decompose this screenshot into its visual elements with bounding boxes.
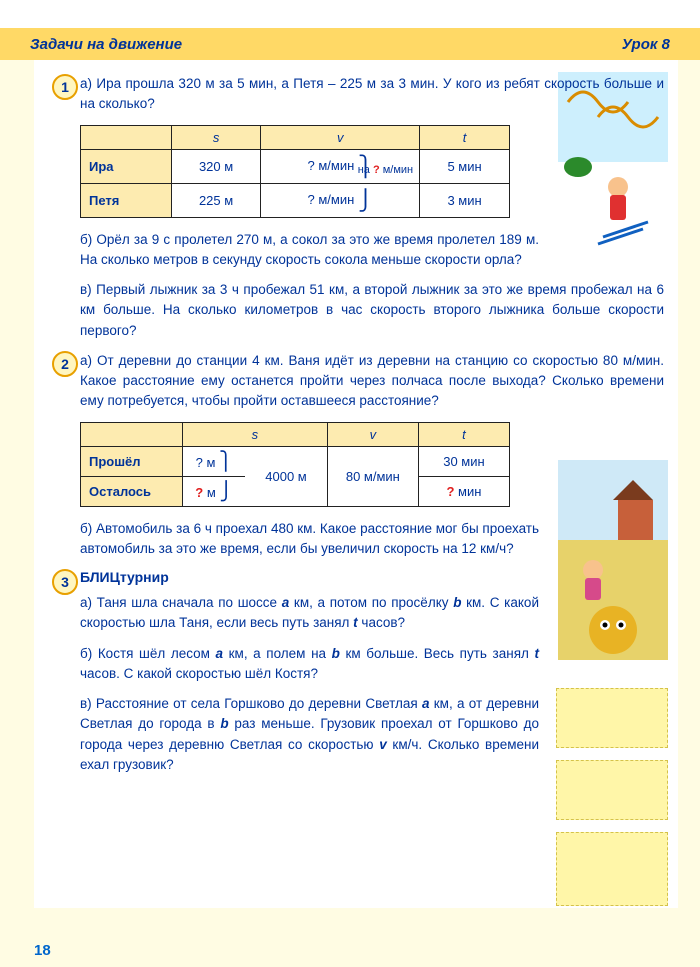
t2-s-total: 4000 м xyxy=(245,446,327,506)
task-3-title: БЛИЦтурнир xyxy=(80,569,664,585)
task-2-table: s v t Прошёл ? м ⎫ 4000 м 80 м/мин 30 ми… xyxy=(80,422,510,507)
task-3c-text: в) Расстояние от села Горшково до деревн… xyxy=(80,694,539,775)
t1-r1-t: 5 мин xyxy=(420,149,510,183)
page-number: 18 xyxy=(34,942,51,959)
task-3b-text: б) Костя шёл лесом a км, а полем на b км… xyxy=(80,644,539,685)
task-2: 2 а) От деревни до станции 4 км. Ваня ид… xyxy=(58,351,664,559)
task-1: 1 а) Ира прошла 320 м за 5 мин, а Петя –… xyxy=(58,74,664,341)
topic-title: Задачи на движение xyxy=(30,36,182,53)
t1-r2-name: Петя xyxy=(81,183,172,217)
task-1c-text: в) Первый лыжник за 3 ч пробежал 51 км, … xyxy=(80,280,664,341)
t2-col-v: v xyxy=(327,422,418,446)
task-number-3: 3 xyxy=(52,569,78,595)
t1-col-v: v xyxy=(261,125,420,149)
t1-r1-v: ? м/мин xyxy=(308,157,355,172)
content-area: 1 а) Ира прошла 320 м за 5 мин, а Петя –… xyxy=(34,60,678,908)
t1-r2-s: 225 м xyxy=(171,183,261,217)
lesson-header: Задачи на движение Урок 8 xyxy=(0,28,700,60)
t2-r2-t: ? мин xyxy=(418,476,509,506)
t1-r1-s: 320 м xyxy=(171,149,261,183)
lesson-number: Урок 8 xyxy=(622,36,670,53)
task-3a-text: а) Таня шла сначала по шоссе a км, а пот… xyxy=(80,593,539,634)
t2-r2-s1: ? м ⎭ xyxy=(183,476,246,506)
t1-v-cell: ? м/мин ⎫ на ? м/мин ? м/мин ⎭ xyxy=(261,149,420,217)
t1-col-s: s xyxy=(171,125,261,149)
t1-r2-t: 3 мин xyxy=(420,183,510,217)
task-number-1: 1 xyxy=(52,74,78,100)
task-1-table: s v t Ира 320 м ? м/мин ⎫ на ? м/мин ? xyxy=(80,125,510,218)
t1-r2-v: ? м/мин xyxy=(308,191,355,206)
t2-col-s: s xyxy=(183,422,328,446)
t1-col-t: t xyxy=(420,125,510,149)
t2-col-t: t xyxy=(418,422,509,446)
t2-col-empty xyxy=(81,422,183,446)
task-3: 3 БЛИЦтурнир а) Таня шла сначала по шосс… xyxy=(58,569,664,775)
t2-r1-t: 30 мин xyxy=(418,446,509,476)
t2-r1-s1: ? м ⎫ xyxy=(183,446,246,476)
t1-r1-name: Ира xyxy=(81,149,172,183)
task-1b-text: б) Орёл за 9 с пролетел 270 м, а сокол з… xyxy=(80,230,539,271)
task-number-2: 2 xyxy=(52,351,78,377)
task-2b-text: б) Автомобиль за 6 ч проехал 480 км. Как… xyxy=(80,519,539,560)
answer-box-3c[interactable] xyxy=(556,832,668,906)
t2-r2-name: Осталось xyxy=(81,476,183,506)
t2-r1-name: Прошёл xyxy=(81,446,183,476)
task-2a-text: а) От деревни до станции 4 км. Ваня идёт… xyxy=(80,351,664,412)
task-1a-text: а) Ира прошла 320 м за 5 мин, а Петя – 2… xyxy=(80,74,664,115)
t2-v: 80 м/мин xyxy=(327,446,418,506)
page: Задачи на движение Урок 8 xyxy=(0,28,700,967)
t1-col-empty xyxy=(81,125,172,149)
